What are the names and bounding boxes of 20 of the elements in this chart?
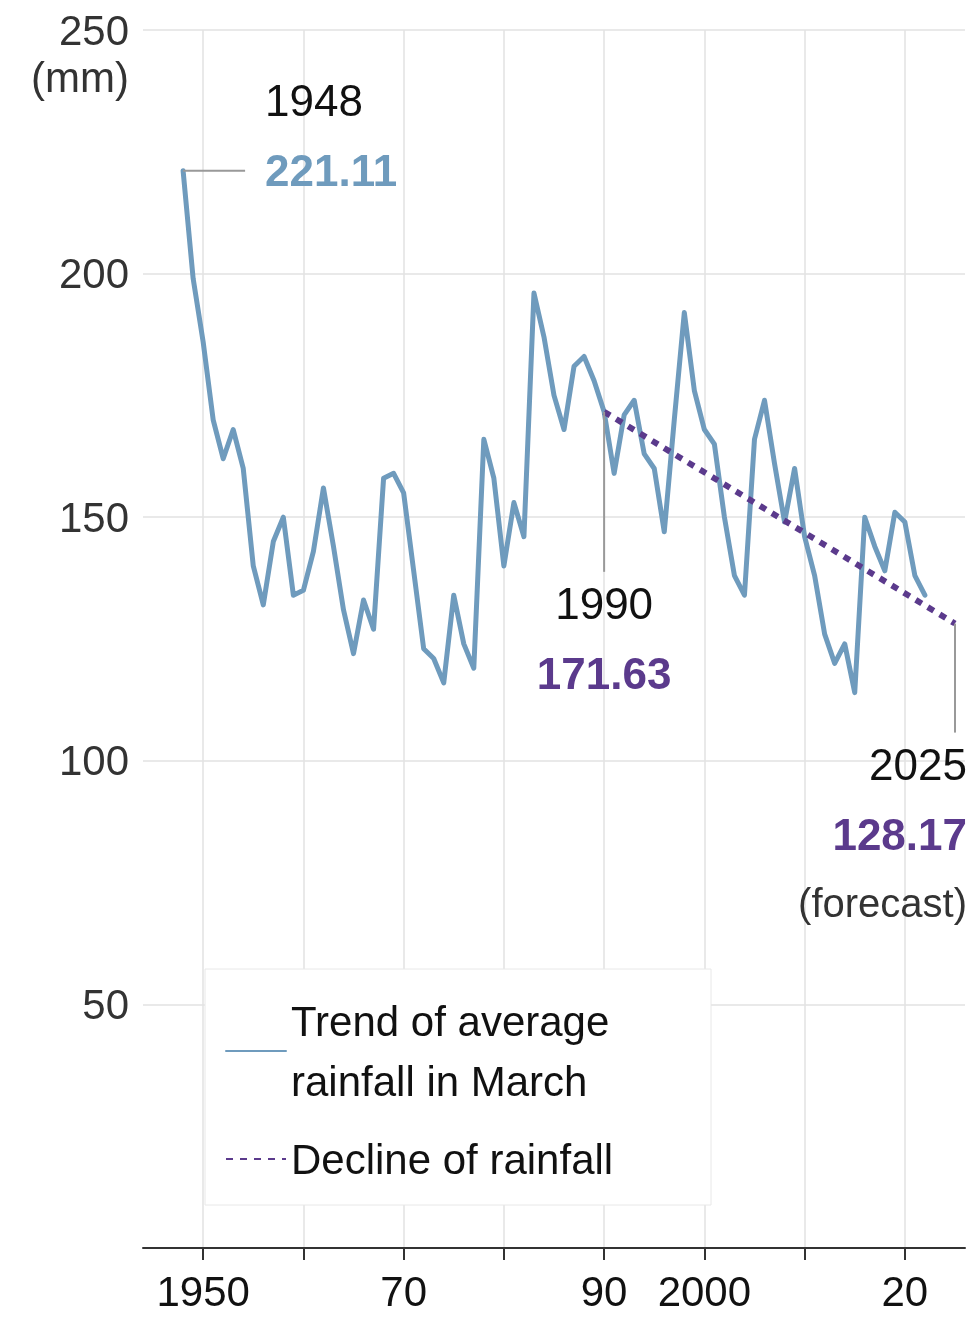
annotation: (forecast): [798, 880, 967, 925]
legend-label: Decline of rainfall: [291, 1135, 614, 1183]
y-tick-label: 200: [58, 250, 129, 298]
annotation: 128.17: [832, 810, 967, 860]
y-tick-label: 250: [58, 6, 129, 54]
x-tick-label: 90: [580, 1267, 628, 1315]
annotation: 221.11: [265, 146, 398, 196]
annotation: 171.63: [536, 649, 672, 699]
annotation: 1990: [555, 579, 654, 629]
x-tick-label: 20: [881, 1267, 929, 1315]
annotation: 2025: [869, 740, 967, 790]
legend-label: Trend of average rainfall in March: [291, 997, 621, 1105]
y-tick-label: 100: [58, 737, 129, 785]
y-tick-label: 150: [58, 493, 129, 541]
x-tick-label: 2000: [657, 1267, 752, 1315]
x-tick-label: 70: [380, 1267, 427, 1315]
x-tick-label: 1950: [156, 1267, 250, 1315]
y-axis-title: (mm): [31, 53, 129, 101]
annotation: 1948: [265, 76, 363, 126]
y-tick-label: 50: [82, 980, 129, 1028]
